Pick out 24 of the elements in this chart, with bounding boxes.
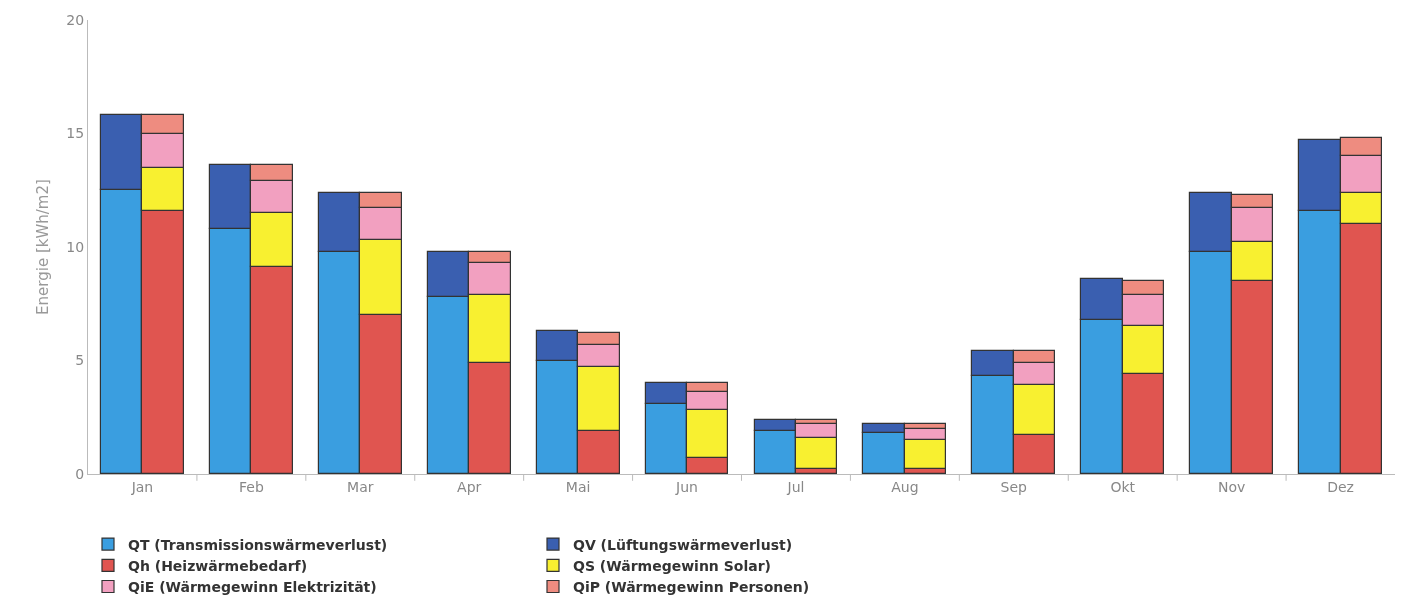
legend-label: QV (Lüftungswärmeverlust) — [573, 536, 793, 553]
y-axis-title: Energie [kWh/m2] — [34, 179, 52, 315]
x-tick-label: Okt — [1110, 478, 1136, 495]
y-tick-label: 0 — [75, 465, 85, 482]
x-tick-label: Jun — [675, 478, 698, 495]
legend-label: QT (Transmissionswärmeverlust) — [128, 536, 388, 553]
x-tick-label: Sep — [1000, 478, 1028, 495]
y-tick-label: 20 — [66, 11, 85, 28]
y-tick-label: 15 — [66, 125, 85, 142]
x-tick-label: Feb — [238, 478, 264, 495]
legend-label: QiP (Wärmegewinn Personen) — [573, 578, 810, 595]
x-tick-label: Dez — [1327, 478, 1354, 495]
y-tick-label: 10 — [66, 238, 85, 255]
x-tick-label: Nov — [1217, 478, 1246, 495]
legend-label: QiE (Wärmegewinn Elektrizität) — [128, 578, 377, 595]
y-tick-label: 5 — [75, 352, 85, 369]
legend-label: Qh (Heizwärmebedarf) — [128, 557, 308, 574]
x-tick-label: Jul — [786, 478, 805, 495]
x-tick-label: Mai — [565, 478, 591, 495]
x-tick-label: Jan — [130, 478, 154, 495]
legend-label: QS (Wärmegewinn Solar) — [573, 557, 771, 574]
x-tick-label: Apr — [457, 478, 482, 495]
x-tick-label: Aug — [891, 478, 919, 495]
x-tick-label: Mar — [347, 478, 374, 495]
